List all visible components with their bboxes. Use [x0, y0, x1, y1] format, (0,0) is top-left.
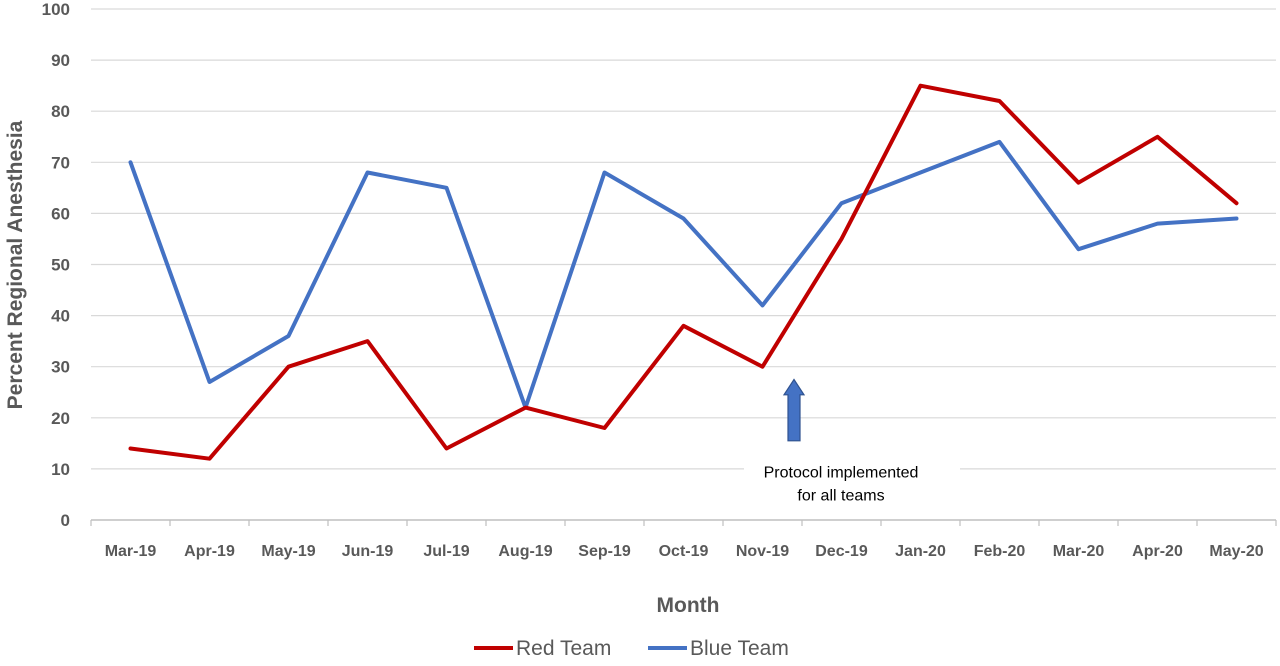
- y-axis-ticks: 0 10 20 30 40 50 60 70 80 90 100: [42, 0, 70, 530]
- x-tick-label: Dec-19: [815, 543, 868, 560]
- gridlines: [91, 8, 1276, 470]
- x-axis-title: Month: [657, 594, 720, 617]
- annotation-background: [744, 458, 960, 503]
- y-axis-title: Percent Regional Anesthesia: [4, 120, 27, 409]
- series-line-red-team: [128, 83, 1239, 461]
- y-tick-label: 0: [61, 511, 70, 530]
- annotation-text-line-2: for all teams: [797, 487, 884, 504]
- y-tick-label: 40: [51, 307, 70, 326]
- x-tick-label: Jul-19: [423, 543, 469, 560]
- y-tick-label: 100: [42, 0, 70, 19]
- y-tick-label: 60: [51, 204, 70, 223]
- up-arrow-icon: [782, 378, 806, 442]
- legend-label-red-team: Red Team: [516, 637, 611, 660]
- x-tick-label: May-19: [261, 543, 315, 560]
- y-tick-label: 90: [51, 51, 70, 70]
- x-axis: Mar-19 Apr-19 May-19 Jun-19 Jul-19 Aug-19 Sep-…: [90, 519, 1277, 560]
- series-lines: [128, 83, 1239, 461]
- y-tick-label: 70: [51, 153, 70, 172]
- x-tick-label: Mar-20: [1053, 543, 1105, 560]
- y-tick-label: 50: [51, 256, 70, 275]
- x-tick-label: May-20: [1209, 543, 1263, 560]
- x-tick-label: Feb-20: [974, 543, 1026, 560]
- x-tick-label: Nov-19: [736, 543, 789, 560]
- x-tick-label: Mar-19: [105, 543, 157, 560]
- y-tick-label: 30: [51, 358, 70, 377]
- y-tick-label: 80: [51, 102, 70, 121]
- x-tick-label: Oct-19: [659, 543, 709, 560]
- legend: Red Team Blue Team: [474, 637, 789, 660]
- x-tick-label: Jan-20: [895, 543, 946, 560]
- series-line-blue-team: [128, 139, 1239, 410]
- y-tick-label: 20: [51, 409, 70, 428]
- x-tick-label: Aug-19: [498, 543, 552, 560]
- y-tick-label: 10: [51, 460, 70, 479]
- legend-label-blue-team: Blue Team: [690, 637, 789, 660]
- protocol-annotation: Protocol implemented for all teams: [744, 378, 960, 504]
- x-tick-label: Apr-20: [1132, 543, 1183, 560]
- x-tick-label: Apr-19: [184, 543, 235, 560]
- x-tick-label: Sep-19: [578, 543, 631, 560]
- annotation-text-line-1: Protocol implemented: [764, 464, 919, 481]
- x-tick-label: Jun-19: [342, 543, 394, 560]
